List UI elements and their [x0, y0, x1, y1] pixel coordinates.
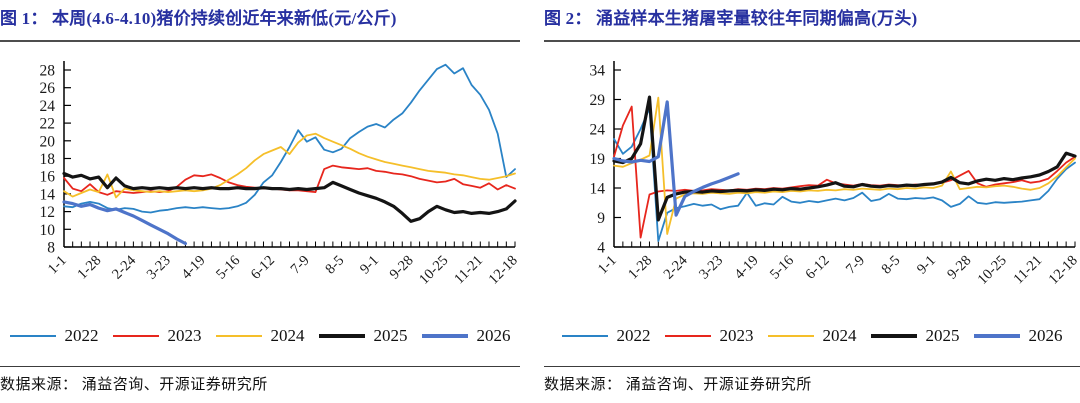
legend-item-2024: 2024 — [215, 326, 305, 346]
legend-swatch-2023 — [112, 334, 159, 338]
series-line-2025 — [62, 171, 517, 223]
legend-item-2024: 2024 — [767, 326, 857, 346]
legend-item-2023: 2023 — [664, 326, 754, 346]
figure-2-legend: 2022 2023 2024 2025 2026 — [544, 324, 1080, 348]
legend-label-2023: 2023 — [719, 326, 754, 345]
legend-swatch-2023 — [664, 334, 711, 338]
x-tick-label: 8-5 — [322, 253, 347, 278]
x-tick-label: 4-19 — [178, 253, 208, 283]
y-tick-label: 4 — [597, 240, 605, 257]
x-tick-label: 10-25 — [416, 253, 451, 288]
figure-1-title-divider — [0, 40, 520, 42]
y-tick-label: 26 — [40, 80, 56, 97]
legend-item-2026: 2026 — [421, 326, 511, 346]
x-tick-label: 11-21 — [451, 253, 486, 288]
legend-item-2025: 2025 — [318, 326, 408, 346]
x-tick-label: 7-9 — [843, 253, 868, 278]
figure-2-source-divider — [544, 366, 1080, 367]
x-tick-label: 11-21 — [1011, 253, 1046, 288]
legend-swatch-2022 — [561, 334, 608, 338]
legend-item-2023: 2023 — [112, 326, 202, 346]
legend-label-2022: 2022 — [64, 326, 99, 345]
figure-1-source: 数据来源： 涌益咨询、开源证券研究所 — [0, 377, 268, 393]
legend-label-2024: 2024 — [822, 326, 857, 345]
legend-swatch-2026 — [421, 334, 468, 338]
figure-1-title: 图 1： 本周(4.6-4.10)猪价持续创近年来新低(元/公斤) — [0, 9, 397, 28]
figure-2-panel: 图 2： 涌益样本生猪屠宰量较往年同期偏高(万头) 4 9 14 19 24 29 34 1-… — [544, 0, 1080, 403]
x-tick-label: 5-16 — [213, 253, 243, 283]
figure-1-legend: 2022 2023 2024 2025 2026 — [0, 324, 520, 348]
y-tick-label: 19 — [590, 151, 606, 168]
x-tick-label: 12-18 — [486, 253, 520, 288]
legend-swatch-2022 — [9, 334, 56, 338]
legend-item-2022: 2022 — [9, 326, 99, 346]
y-tick-label: 24 — [590, 122, 606, 139]
legend-swatch-2024 — [215, 334, 262, 338]
y-tick-label: 14 — [590, 181, 606, 198]
legend-swatch-2024 — [767, 334, 814, 338]
figure-1-source-divider — [0, 366, 520, 367]
x-tick-label: 1-28 — [625, 253, 655, 283]
legend-label-2026: 2026 — [1028, 326, 1063, 345]
y-tick-label: 22 — [40, 116, 56, 133]
x-tick-label: 6-12 — [802, 253, 832, 283]
series-line-2024 — [63, 132, 516, 199]
x-tick-label: 7-9 — [288, 253, 313, 278]
x-tick-label: 6-12 — [248, 253, 278, 283]
legend-label-2025: 2025 — [925, 326, 960, 345]
series-line-2023 — [613, 105, 1076, 239]
legend-swatch-2026 — [973, 334, 1020, 338]
x-tick-label: 4-19 — [732, 253, 762, 283]
y-tick-label: 28 — [40, 63, 56, 80]
x-tick-label: 12-18 — [1046, 253, 1080, 288]
y-tick-label: 12 — [40, 204, 56, 221]
series-line-2024 — [613, 96, 1076, 235]
y-tick-label: 20 — [40, 133, 56, 150]
x-tick-label: 9-1 — [357, 253, 382, 278]
legend-label-2023: 2023 — [167, 326, 202, 345]
y-tick-label: 34 — [590, 63, 606, 80]
x-tick-label: 8-5 — [879, 253, 904, 278]
figure-2-source: 数据来源： 涌益咨询、开源证券研究所 — [544, 377, 812, 393]
x-tick-label: 2-24 — [109, 252, 140, 283]
legend-label-2024: 2024 — [270, 326, 305, 345]
x-tick-label: 3-23 — [144, 253, 174, 283]
y-tick-label: 10 — [40, 222, 56, 239]
y-tick-label: 24 — [40, 98, 56, 115]
legend-item-2022: 2022 — [561, 326, 651, 346]
x-tick-label: 10-25 — [975, 253, 1010, 288]
series-line-2026 — [62, 200, 187, 246]
series-line-2026 — [612, 100, 740, 217]
y-tick-label: 29 — [590, 92, 606, 109]
legend-label-2026: 2026 — [476, 326, 511, 345]
y-tick-label: 16 — [40, 169, 56, 186]
x-tick-label: 3-23 — [696, 253, 726, 283]
y-tick-label: 8 — [47, 240, 55, 257]
y-tick-label: 9 — [597, 210, 605, 227]
figure-2-title: 图 2： 涌益样本生猪屠宰量较往年同期偏高(万头) — [544, 9, 918, 28]
legend-label-2022: 2022 — [616, 326, 651, 345]
x-tick-label: 9-28 — [944, 253, 974, 283]
legend-label-2025: 2025 — [373, 326, 408, 345]
legend-swatch-2025 — [318, 334, 365, 338]
x-tick-label: 1-28 — [74, 253, 104, 283]
figure-1-panel: 图 1： 本周(4.6-4.10)猪价持续创近年来新低(元/公斤) 8 10 12 1… — [0, 0, 520, 403]
legend-item-2025: 2025 — [870, 326, 960, 346]
legend-item-2026: 2026 — [973, 326, 1063, 346]
series-line-2022 — [613, 107, 1076, 243]
x-tick-label: 9-1 — [914, 253, 939, 278]
x-tick-label: 2-24 — [661, 252, 692, 283]
figure-2-title-divider — [544, 40, 1080, 42]
x-tick-label: 5-16 — [767, 253, 797, 283]
series-line-2022 — [63, 63, 516, 214]
y-tick-label: 18 — [40, 151, 56, 168]
y-tick-label: 14 — [40, 186, 56, 203]
legend-swatch-2025 — [870, 334, 917, 338]
x-tick-label: 9-28 — [387, 253, 417, 283]
